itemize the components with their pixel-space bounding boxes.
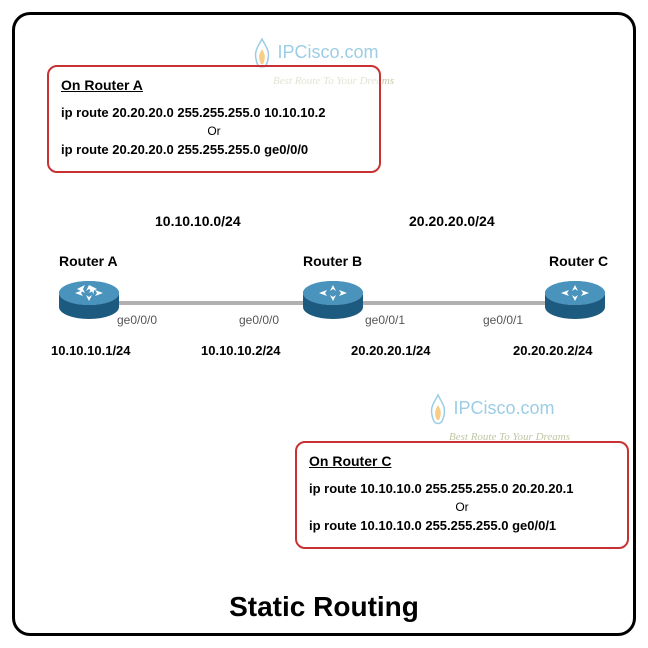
- config-a-or: Or: [61, 124, 367, 138]
- iface-c-left: ge0/0/1: [483, 313, 523, 327]
- router-c-icon: [543, 279, 607, 315]
- subnet-right: 20.20.20.0/24: [409, 213, 495, 229]
- subnet-left: 10.10.10.0/24: [155, 213, 241, 229]
- link-a-b: [115, 301, 307, 305]
- label-router-a: Router A: [59, 253, 118, 269]
- label-router-b: Router B: [303, 253, 362, 269]
- config-c-cmd2: ip route 10.10.10.0 255.255.255.0 ge0/0/…: [309, 518, 615, 533]
- main-title: Static Routing: [15, 591, 633, 623]
- iface-b-left: ge0/0/0: [239, 313, 279, 327]
- label-router-c: Router C: [549, 253, 608, 269]
- config-c-cmd1: ip route 10.10.10.0 255.255.255.0 20.20.…: [309, 481, 615, 496]
- router-b-icon: [301, 279, 365, 315]
- config-c-title: On Router C: [309, 453, 615, 469]
- ip-b-right: 20.20.20.1/24: [351, 343, 431, 358]
- diagram-frame: IPCisco.com Best Route To Your Dreams On…: [12, 12, 636, 636]
- config-a-cmd1: ip route 20.20.20.0 255.255.255.0 10.10.…: [61, 105, 367, 120]
- iface-b-right: ge0/0/1: [365, 313, 405, 327]
- watermark-brand: IPCisco.com: [277, 42, 378, 62]
- flame-icon: [427, 393, 449, 427]
- iface-a-right: ge0/0/0: [117, 313, 157, 327]
- config-a-title: On Router A: [61, 77, 367, 93]
- config-c-or: Or: [309, 500, 615, 514]
- ip-a: 10.10.10.1/24: [51, 343, 131, 358]
- ip-c: 20.20.20.2/24: [513, 343, 593, 358]
- watermark-brand: IPCisco.com: [453, 398, 554, 418]
- watermark-mid: IPCisco.com Best Route To Your Dreams: [427, 393, 570, 445]
- router-a-icon: [57, 279, 121, 315]
- config-box-router-c: On Router C ip route 10.10.10.0 255.255.…: [295, 441, 629, 549]
- ip-b-left: 10.10.10.2/24: [201, 343, 281, 358]
- link-b-c: [359, 301, 551, 305]
- config-a-cmd2: ip route 20.20.20.0 255.255.255.0 ge0/0/…: [61, 142, 367, 157]
- config-box-router-a: On Router A ip route 20.20.20.0 255.255.…: [47, 65, 381, 173]
